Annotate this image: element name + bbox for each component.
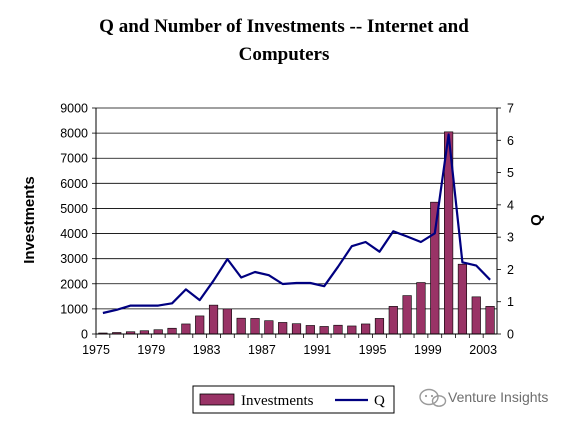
investments-bar [250,318,260,335]
gridlines [96,107,497,310]
y-tick-label-right: 4 [507,198,514,212]
y-tick-label-left: 6000 [60,177,88,191]
investments-bar [291,323,302,335]
y-tick-label-left: 7000 [60,152,88,166]
investments-bar [374,318,385,335]
investments-bar [167,327,177,335]
y-tick-label-right: 1 [507,295,514,309]
x-tick-label: 1975 [82,343,110,357]
legend-label-investments: Investments [241,393,314,409]
investments-bar [208,304,219,335]
investments-bar [416,282,426,335]
y-tick-label-left: 9000 [60,102,88,116]
y-tick-label-left: 3000 [60,252,88,266]
investments-bar [388,306,398,335]
q-line-group [102,133,491,315]
watermark: Venture Insights [419,388,548,407]
investments-bar [361,323,371,335]
investments-bar [457,263,468,335]
x-tick-label: 1999 [414,343,442,357]
venture-insights-logo-icon [419,388,447,407]
x-tick-label: 1987 [248,343,276,357]
y-tick-label-right: 6 [507,134,514,148]
y-axis-label-left: Investments [21,176,38,264]
watermark-text: Venture Insights [448,389,548,405]
y-tick-label-right: 7 [507,102,514,116]
x-tick-label: 2003 [469,343,497,357]
x-tick-label: 1983 [193,343,221,357]
chart-title-line-1: Q and Number of Investments -- Internet … [99,16,469,37]
y-tick-label-left: 2000 [60,277,88,291]
investments-bar [236,317,246,335]
x-tick-label: 1991 [303,343,331,357]
investments-bars [98,131,495,335]
investments-bar [181,323,191,335]
chart-title-line-2: Computers [239,44,330,65]
investments-bar [333,324,343,335]
y-tick-label-left: 0 [81,328,88,342]
y-tick-label-right: 2 [507,263,514,277]
legend: Investments Q [192,385,395,414]
investments-bar [153,329,163,335]
y-tick-label-right: 3 [507,231,514,245]
y-tick-label-left: 1000 [60,302,88,316]
investments-bar [195,315,205,335]
investments-bar [264,320,274,335]
y-tick-label-left: 8000 [60,127,88,141]
investments-bar [471,296,481,335]
investments-bar [402,295,412,335]
y-tick-label-right: 0 [507,328,514,342]
investments-bar [430,201,440,335]
investments-bar [485,306,495,335]
investments-bar [319,326,329,335]
legend-label-q: Q [374,393,385,409]
y-tick-label-right: 5 [507,166,514,180]
q-line [102,133,491,315]
investments-bar [305,325,315,335]
investments-bar [347,325,357,335]
axes [92,107,501,338]
x-tick-label: 1995 [359,343,387,357]
y-axis-label-right: Q [528,214,545,226]
investments-bar [278,322,288,335]
y-tick-label-left: 4000 [60,227,88,241]
legend-swatch-investments [199,393,235,406]
x-tick-label: 1979 [137,343,165,357]
tick-labels: 0 1000 2000 3000 4000 5000 6000 7000 8000 9000 0 1 2… [60,102,514,358]
investments-bar [222,308,232,335]
y-tick-label-left: 5000 [60,202,88,216]
